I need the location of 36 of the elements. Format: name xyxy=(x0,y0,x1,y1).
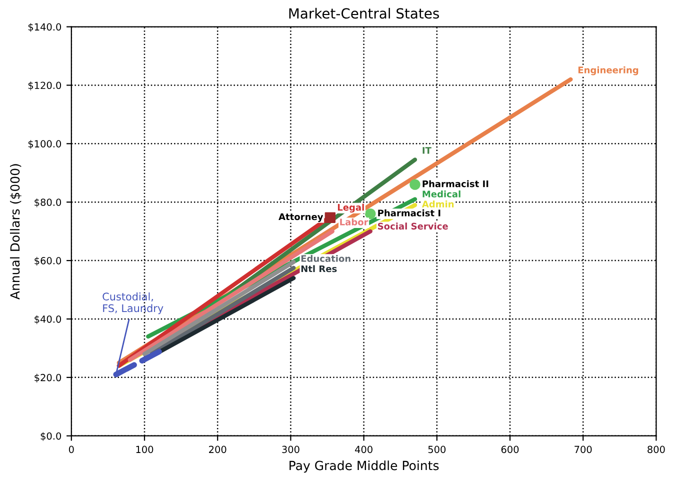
series-label: Pharmacist II xyxy=(422,180,488,188)
x-tick-label: 400 xyxy=(354,446,372,454)
x-tick-label: 600 xyxy=(501,446,519,454)
x-tick-label: 500 xyxy=(428,446,446,454)
series-label: Education xyxy=(301,254,350,262)
series-label: IT xyxy=(422,147,432,154)
y-axis-title: Annual Dollars ($000) xyxy=(10,164,22,300)
x-tick-label: 700 xyxy=(574,446,592,454)
x-tick-label: 300 xyxy=(282,446,300,454)
series-label: Engineering xyxy=(578,66,638,76)
series-label: Ntl Res xyxy=(301,265,337,272)
x-tick-label: 800 xyxy=(648,446,665,454)
point xyxy=(324,212,336,223)
y-tick-label: $80.0 xyxy=(34,198,62,208)
series-label: Admin xyxy=(422,200,454,208)
series-label: Medical xyxy=(422,190,460,198)
y-tick-label: $60.0 xyxy=(34,256,62,266)
y-tick-label: $140.0 xyxy=(28,23,62,32)
x-tick-label: 200 xyxy=(209,446,226,454)
series-label: Social Service xyxy=(378,222,448,230)
y-tick-label: $0.0 xyxy=(40,432,62,441)
annotation: Custodial, FS, Laundry xyxy=(102,292,164,314)
x-tick-label: 0 xyxy=(68,446,74,454)
point xyxy=(410,179,420,190)
y-tick-label: $20.0 xyxy=(34,374,62,383)
series-label: Legal xyxy=(338,204,364,213)
y-tick-label: $40.0 xyxy=(34,315,62,324)
series-label: Pharmacist I xyxy=(378,209,440,216)
y-tick-label: $100.0 xyxy=(28,140,62,149)
series-label: Labor xyxy=(340,218,368,226)
series-label: Attorney xyxy=(278,213,324,222)
point xyxy=(365,208,376,220)
x-axis-title: Pay Grade Middle Points xyxy=(290,460,439,473)
y-tick-label: $120.0 xyxy=(28,82,62,90)
chart-title: Market-Central States xyxy=(289,8,439,19)
x-tick-label: 100 xyxy=(136,446,154,454)
